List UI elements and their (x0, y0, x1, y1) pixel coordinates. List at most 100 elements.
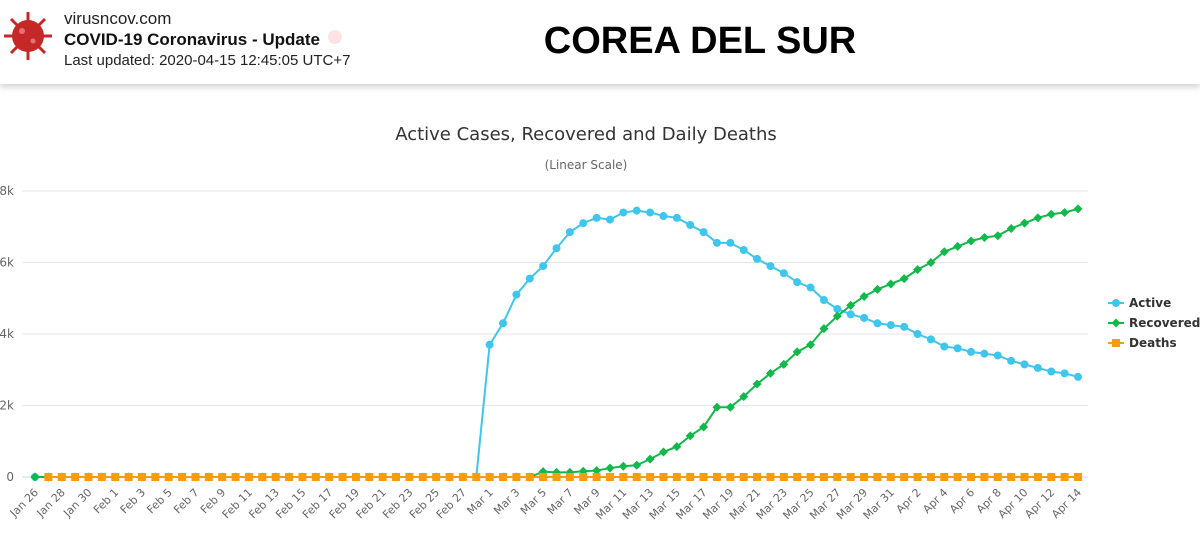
marker (244, 473, 253, 481)
marker (204, 473, 213, 481)
y-tick-label: 0 (6, 470, 14, 484)
marker (351, 473, 360, 481)
marker (512, 290, 521, 299)
marker (940, 342, 949, 351)
marker (405, 473, 414, 481)
marker (618, 461, 628, 471)
marker (766, 473, 775, 481)
marker (846, 300, 856, 310)
marker (44, 473, 53, 481)
marker (686, 473, 695, 481)
marker (1020, 218, 1030, 228)
marker (793, 278, 802, 287)
marker (993, 351, 1002, 360)
marker (30, 472, 40, 482)
site-name: virusncov.com (64, 9, 172, 28)
marker (659, 212, 668, 221)
marker (619, 473, 628, 481)
marker (712, 238, 721, 247)
marker (953, 241, 963, 251)
marker (753, 254, 762, 263)
marker (111, 473, 120, 481)
marker (164, 473, 173, 481)
marker (311, 473, 320, 481)
x-tick-label: Mar 3 (491, 486, 522, 517)
marker (940, 473, 949, 481)
marker (967, 347, 976, 356)
series (31, 206, 1082, 481)
marker (765, 368, 775, 378)
marker (458, 473, 467, 481)
marker (1020, 473, 1029, 481)
x-tick-label: Mar 7 (545, 486, 576, 517)
x-tick-label: Feb 1 (91, 486, 121, 516)
marker (632, 460, 642, 470)
marker (779, 269, 788, 278)
marker (432, 473, 441, 481)
x-tick-label: Feb 3 (118, 486, 148, 516)
marker (686, 220, 695, 229)
marker (672, 442, 682, 452)
marker (605, 463, 615, 473)
marker (819, 473, 828, 481)
marker (980, 349, 989, 358)
marker (739, 473, 748, 481)
marker (325, 473, 334, 481)
marker (819, 296, 828, 305)
marker (886, 279, 896, 289)
marker (953, 344, 962, 353)
marker (967, 473, 976, 481)
status-dot (328, 30, 342, 44)
marker (84, 473, 93, 481)
marker (806, 283, 815, 292)
marker (258, 473, 267, 481)
marker (832, 311, 842, 321)
marker (886, 321, 895, 330)
marker (552, 244, 561, 253)
marker (539, 473, 548, 481)
last-updated: Last updated: 2020-04-15 12:45:05 UTC+7 (64, 52, 351, 69)
x-tick-label: Apr 6 (947, 486, 977, 516)
marker (137, 473, 146, 481)
x-tick-label: Feb 7 (171, 486, 201, 516)
header: virusncov.com COVID-19 Coronavirus - Upd… (0, 0, 1200, 84)
marker (658, 447, 668, 457)
marker (1111, 318, 1121, 328)
x-tick-label: Mar 5 (518, 486, 549, 517)
legend-label: Active (1129, 296, 1171, 310)
marker (646, 208, 655, 217)
virus-icon (4, 12, 52, 60)
marker (605, 473, 614, 481)
marker (418, 473, 427, 481)
marker (979, 232, 989, 242)
marker (900, 473, 909, 481)
marker (485, 473, 494, 481)
marker (899, 274, 909, 284)
chart-subtitle: (Linear Scale) (545, 158, 628, 172)
marker (619, 208, 628, 217)
marker (873, 319, 882, 328)
marker (1073, 204, 1083, 214)
marker (672, 213, 681, 222)
marker (753, 473, 762, 481)
marker (218, 473, 227, 481)
marker (632, 473, 641, 481)
marker (97, 473, 106, 481)
marker (485, 340, 494, 349)
marker (71, 473, 80, 481)
marker (1020, 360, 1029, 369)
marker (699, 473, 708, 481)
marker (338, 473, 347, 481)
marker (592, 213, 601, 222)
marker (1112, 299, 1120, 307)
marker (392, 473, 401, 481)
legend-label: Recovered (1129, 316, 1200, 330)
marker (472, 473, 481, 481)
marker (1112, 339, 1120, 347)
marker (792, 347, 802, 357)
marker (1074, 372, 1082, 381)
marker (980, 473, 989, 481)
marker (1074, 473, 1082, 481)
marker (124, 473, 133, 481)
marker (605, 215, 614, 224)
